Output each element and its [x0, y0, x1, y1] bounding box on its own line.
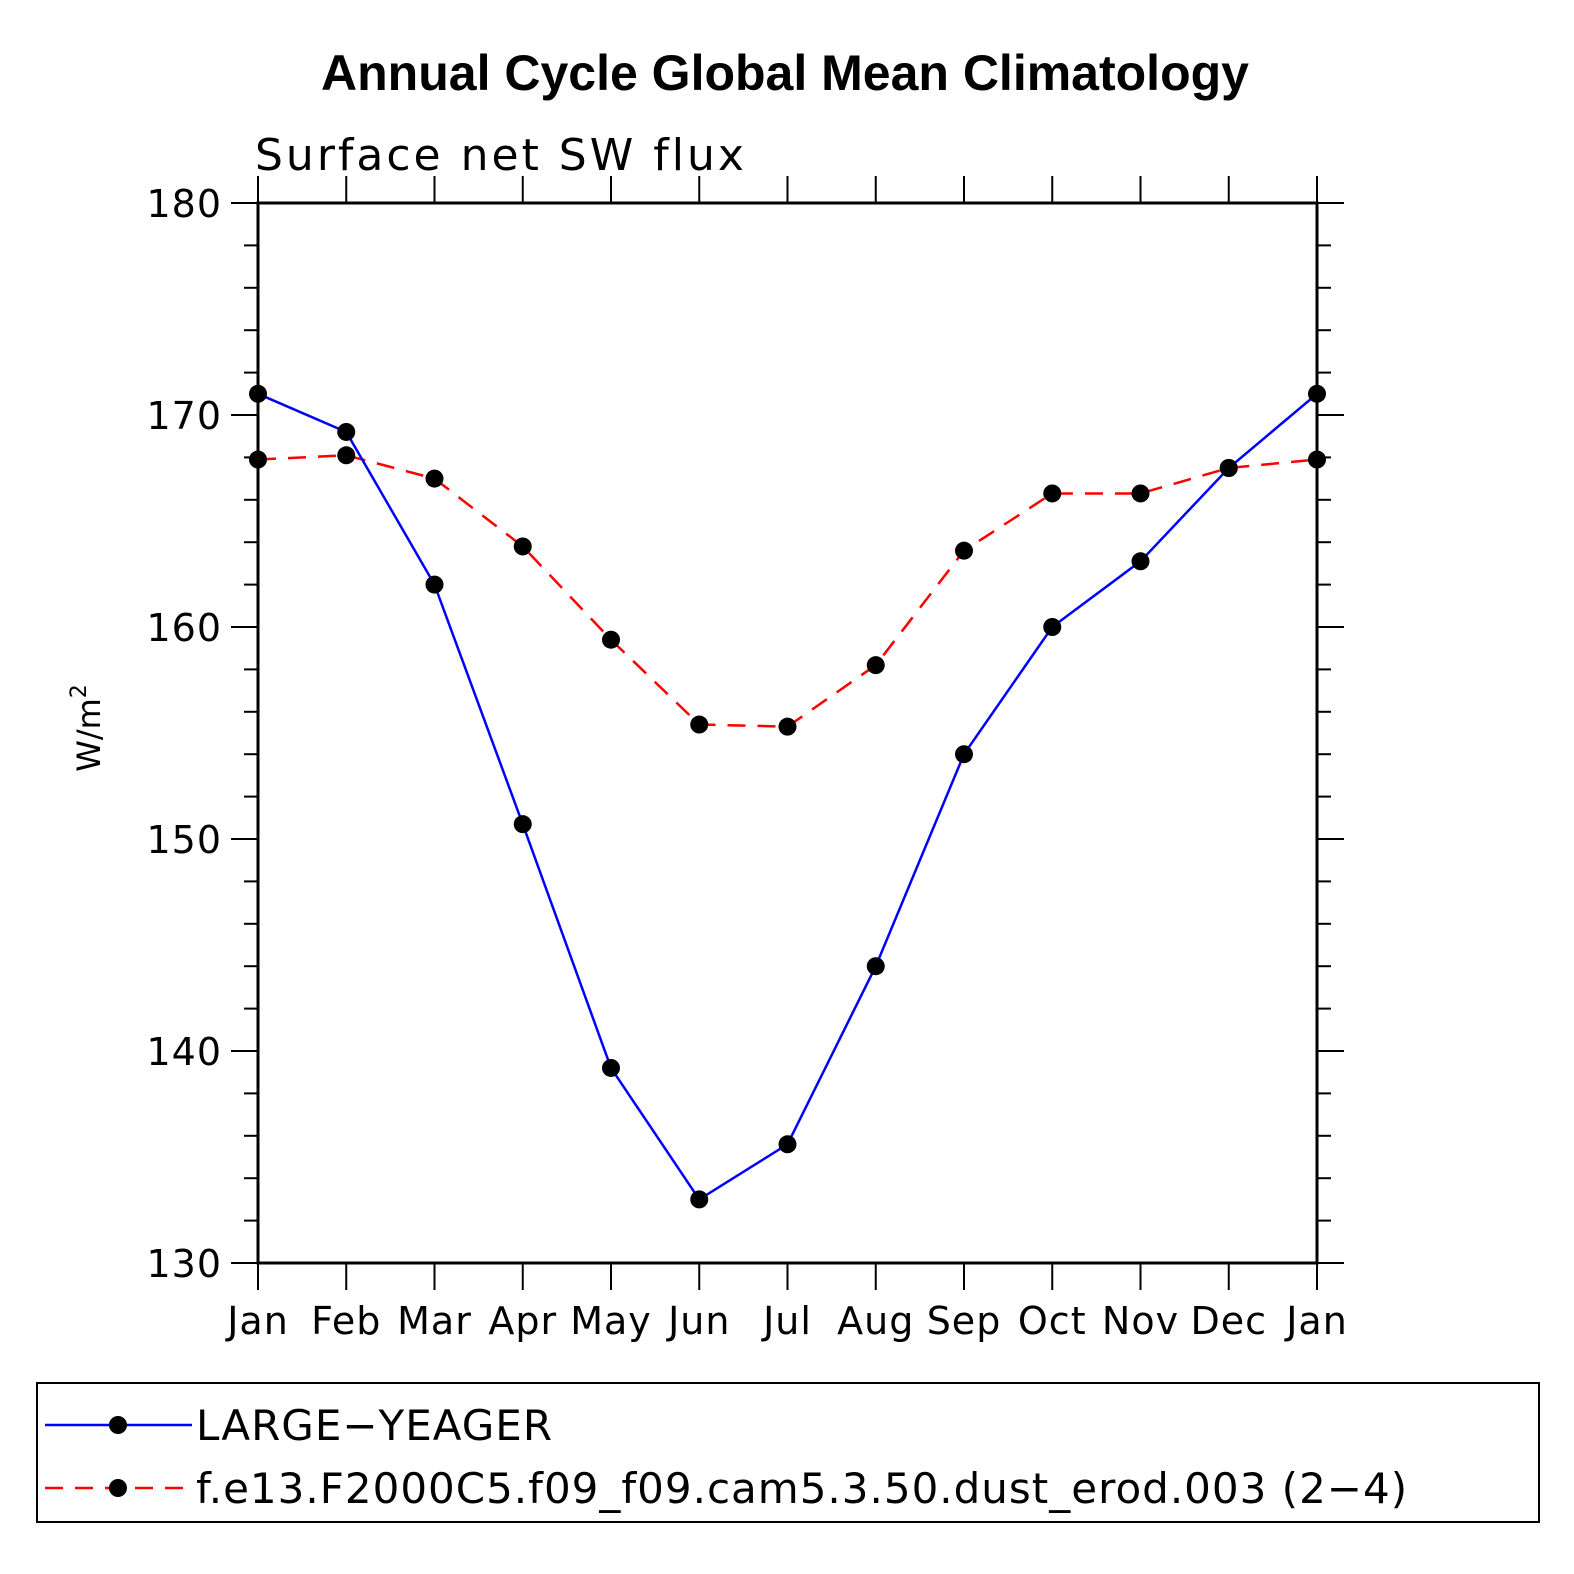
data-point: [1308, 450, 1326, 469]
data-point: [337, 446, 356, 465]
svg-text:W/m2: W/m2: [67, 684, 108, 772]
y-tick-label: 140: [146, 1030, 222, 1074]
data-point: [866, 957, 885, 976]
x-tick-label: Apr: [488, 1299, 557, 1343]
x-tick-label: Nov: [1102, 1299, 1179, 1343]
data-point: [778, 717, 797, 736]
x-tick-label: May: [570, 1299, 652, 1343]
y-tick-label: 150: [146, 818, 222, 862]
data-point: [513, 537, 532, 556]
x-tick-label: Jan: [225, 1299, 289, 1343]
data-point: [249, 384, 267, 403]
y-tick-label: 170: [146, 394, 222, 438]
data-point: [1219, 459, 1238, 477]
x-tick-label: Feb: [311, 1299, 381, 1343]
data-point: [955, 745, 973, 764]
data-point: [866, 656, 885, 675]
data-point: [1131, 484, 1150, 503]
series-line: [257, 454, 1318, 728]
x-tick-label: Jun: [666, 1299, 730, 1343]
legend-label: LARGE−YEAGER: [196, 1401, 553, 1450]
x-tick-label: Jan: [1284, 1299, 1348, 1343]
data-point: [690, 715, 709, 734]
y-axis-label: W/m2: [67, 684, 108, 772]
data-point: [249, 450, 267, 469]
data-point: [955, 541, 973, 560]
data-point: [690, 1190, 709, 1209]
data-point: [602, 630, 620, 649]
data-point: [425, 469, 444, 488]
x-tick-label: Oct: [1018, 1299, 1087, 1343]
tick-labels: 130 140 150 160 170 180 Jan Feb Mar Apr May Jun Jul A…: [146, 182, 1348, 1343]
y-tick-label: 180: [146, 182, 222, 226]
legend-marker: [109, 1479, 127, 1497]
data-point: [513, 815, 532, 834]
data-point: [425, 575, 444, 594]
data-point: [1308, 384, 1326, 403]
x-tick-label: Sep: [927, 1299, 1002, 1343]
legend-box: [36, 1382, 1540, 1523]
data-point: [602, 1058, 620, 1077]
y-axis-label-superscript: 2: [67, 684, 92, 698]
data-point: [778, 1135, 797, 1154]
x-tick-label: Mar: [397, 1299, 472, 1343]
y-tick-label: 130: [146, 1242, 222, 1286]
legend: LARGE−YEAGER f.e13.F2000C5.f09_f09.cam5.3…: [45, 1401, 1408, 1513]
legend-marker: [109, 1416, 127, 1434]
series-layer: [249, 384, 1326, 1209]
axes: [231, 176, 1344, 1290]
data-point: [1043, 484, 1062, 503]
y-tick-label: 160: [146, 606, 222, 650]
x-tick-label: Dec: [1190, 1299, 1267, 1343]
data-point: [337, 422, 356, 441]
x-tick-label: Jul: [761, 1299, 812, 1343]
chart-title: Annual Cycle Global Mean Climatology: [321, 45, 1249, 101]
legend-label: f.e13.F2000C5.f09_f09.cam5.3.50.dust_ero…: [196, 1464, 1408, 1513]
series-line: [257, 392, 1318, 1202]
data-point: [1043, 618, 1062, 636]
chart-subtitle: Surface net SW flux: [255, 130, 747, 181]
data-point: [1131, 552, 1150, 571]
x-tick-label: Aug: [837, 1299, 914, 1343]
y-axis-label-text: W/m: [70, 698, 108, 772]
